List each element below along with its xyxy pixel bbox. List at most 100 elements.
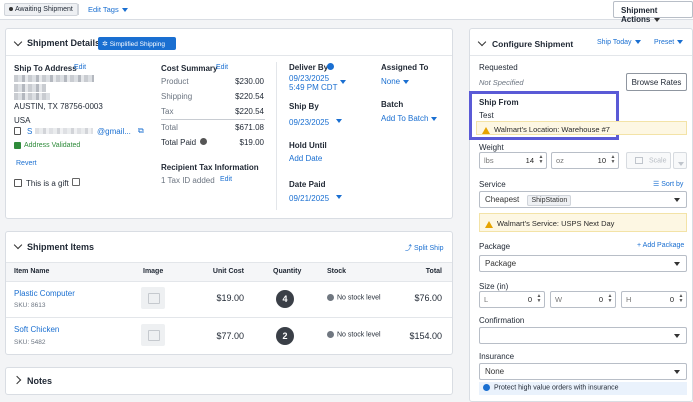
deliver-by-time[interactable]: 5:49 PM CDT	[289, 83, 338, 92]
size-height-input[interactable]: H 0 ▲ ▼	[621, 291, 687, 308]
stepper-icon[interactable]: ▲ ▼	[607, 293, 613, 304]
ship-from-warning: Walmart's Location: Warehouse #7	[476, 121, 687, 135]
help-icon	[327, 294, 334, 301]
caret-down-icon[interactable]	[336, 195, 342, 199]
shipment-items-title: Shipment Items	[27, 242, 95, 252]
deliver-by-date[interactable]: 09/23/2025	[289, 74, 330, 83]
item-name-link[interactable]: Plastic Computer	[14, 289, 75, 298]
confirmation-select[interactable]	[479, 327, 687, 344]
simplified-shipping-button[interactable]: ✲ Simplified Shipping	[98, 37, 176, 50]
caret-down-icon	[678, 161, 684, 166]
ship-by-date[interactable]: 09/23/2025	[289, 118, 330, 127]
status-dot	[9, 7, 13, 12]
insurance-select[interactable]: None	[479, 363, 687, 380]
divider	[78, 4, 79, 15]
cost-label: Total	[161, 123, 178, 132]
revert-link[interactable]: Revert	[16, 160, 37, 167]
address-validated-text: Address Validated	[24, 142, 81, 149]
person-icon	[14, 127, 21, 135]
caret-down-icon[interactable]	[336, 119, 342, 123]
caret-down-icon[interactable]	[340, 80, 346, 84]
stepper-icon[interactable]: ▲ ▼	[538, 154, 544, 165]
batch-label: Batch	[381, 100, 404, 109]
size-width-input[interactable]: W 0 ▲ ▼	[550, 291, 616, 308]
cost-summary-edit-link[interactable]: Edit	[216, 64, 229, 71]
cost-value: $220.54	[235, 92, 264, 101]
caret-down-icon	[674, 198, 680, 202]
info-icon	[327, 63, 334, 70]
ship-to-email[interactable]: @gmail...	[97, 127, 131, 136]
assigned-to-select[interactable]: None	[381, 77, 410, 86]
divider	[6, 317, 452, 318]
ship-to-label: Ship To Address	[14, 64, 77, 73]
item-sku: SKU: 5482	[14, 339, 46, 346]
item-total: $154.00	[409, 331, 442, 341]
ship-to-country: USA	[14, 116, 31, 125]
scale-dropdown-button[interactable]	[673, 152, 687, 169]
preset-select[interactable]: Preset	[654, 39, 684, 46]
service-warning: Walmart's Service: USPS Next Day	[479, 213, 687, 232]
ship-from-highlight	[469, 91, 619, 140]
redacted-company	[14, 84, 46, 92]
column-header-total: Total	[425, 268, 442, 275]
item-image-placeholder	[141, 324, 165, 346]
ship-from-value[interactable]: Test	[479, 111, 494, 120]
cost-label: Total Paid	[161, 138, 197, 147]
caret-down-icon	[674, 262, 680, 266]
stepper-icon[interactable]: ▲ ▼	[536, 293, 542, 304]
weight-lbs-input[interactable]: lbs 14 ▲ ▼	[479, 152, 547, 169]
scale-icon	[635, 157, 643, 164]
size-label: Size (in)	[479, 282, 509, 291]
item-stock: No stock level	[327, 294, 381, 301]
cost-value: $19.00	[239, 138, 264, 147]
item-unit-cost: $77.00	[216, 331, 244, 341]
item-total: $76.00	[414, 293, 442, 303]
divider	[6, 55, 452, 56]
deliver-by-label: Deliver By	[289, 63, 329, 72]
ship-to-edit-link[interactable]: Edit	[74, 64, 87, 71]
item-sku: SKU: 8613	[14, 302, 46, 309]
add-to-batch-select[interactable]: Add To Batch	[381, 114, 438, 123]
hold-until-label: Hold Until	[289, 141, 327, 150]
item-name-link[interactable]: Soft Chicken	[14, 325, 60, 334]
weight-oz-input[interactable]: oz 10 ▲ ▼	[551, 152, 619, 169]
plus-icon: +	[637, 242, 642, 249]
sort-by-link[interactable]: ☰ Sort by	[653, 181, 684, 188]
ship-by-label: Ship By	[289, 102, 319, 111]
size-length-input[interactable]: L 0 ▲ ▼	[479, 291, 545, 308]
ship-today-select[interactable]: Ship Today	[597, 39, 641, 46]
gift-checkbox[interactable]	[14, 179, 22, 187]
column-header-stock: Stock	[327, 268, 347, 275]
redacted-email	[35, 128, 93, 134]
item-unit-cost: $19.00	[216, 293, 244, 303]
hold-until-value[interactable]: Add Date	[289, 154, 323, 163]
cost-summary-title: Cost Summary	[161, 64, 218, 73]
scale-button[interactable]: Scale	[626, 152, 671, 169]
split-ship-link[interactable]: ⤴ Split Ship	[405, 245, 444, 252]
add-package-link[interactable]: + Add Package	[637, 242, 685, 249]
ship-to-name-initial[interactable]: S	[27, 127, 33, 136]
notes-card[interactable]	[5, 367, 453, 395]
caret-down-icon	[634, 40, 641, 45]
tax-edit-link[interactable]: Edit	[220, 176, 233, 183]
redacted-street	[14, 93, 50, 100]
ship-from-label: Ship From	[479, 98, 519, 107]
package-select[interactable]: Package	[479, 255, 687, 272]
stepper-icon[interactable]: ▲ ▼	[678, 293, 684, 304]
column-header-image: Image	[143, 268, 164, 275]
date-paid-value[interactable]: 09/21/2025	[289, 194, 330, 203]
tax-id-count: 1 Tax ID added	[161, 176, 215, 185]
caret-down-icon	[121, 8, 128, 13]
browse-rates-button[interactable]: Browse Rates	[626, 73, 687, 91]
cost-label: Shipping	[161, 92, 193, 101]
copy-icon[interactable]: ⧉	[138, 126, 144, 135]
requested-label: Requested	[479, 63, 518, 72]
service-select[interactable]: Cheapest ShipStation	[479, 191, 687, 208]
stepper-icon[interactable]: ▲ ▼	[610, 154, 616, 165]
date-paid-label: Date Paid	[289, 180, 326, 189]
edit-tags-link[interactable]: Edit Tags	[88, 5, 128, 14]
shipment-actions-button[interactable]: Shipment Actions	[613, 1, 693, 24]
package-label: Package	[479, 242, 511, 251]
shipment-details-title: Shipment Details	[27, 38, 101, 48]
gift-icon	[72, 178, 80, 186]
